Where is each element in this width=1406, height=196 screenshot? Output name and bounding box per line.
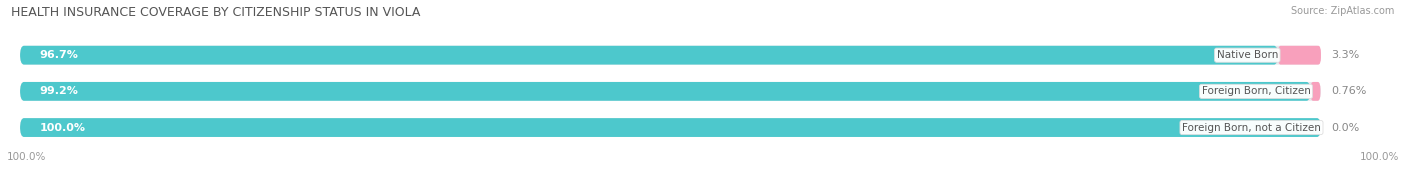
Text: Foreign Born, not a Citizen: Foreign Born, not a Citizen — [1182, 122, 1320, 132]
FancyBboxPatch shape — [20, 82, 1320, 101]
Text: Source: ZipAtlas.com: Source: ZipAtlas.com — [1291, 6, 1395, 16]
Text: Native Born: Native Born — [1216, 50, 1278, 60]
FancyBboxPatch shape — [20, 46, 1320, 65]
Text: 0.0%: 0.0% — [1331, 122, 1360, 132]
Text: 100.0%: 100.0% — [1360, 152, 1399, 162]
FancyBboxPatch shape — [20, 46, 1278, 65]
Text: HEALTH INSURANCE COVERAGE BY CITIZENSHIP STATUS IN VIOLA: HEALTH INSURANCE COVERAGE BY CITIZENSHIP… — [11, 6, 420, 19]
FancyBboxPatch shape — [1278, 46, 1320, 65]
Text: 100.0%: 100.0% — [7, 152, 46, 162]
Text: 100.0%: 100.0% — [39, 122, 86, 132]
Text: 99.2%: 99.2% — [39, 86, 79, 96]
FancyBboxPatch shape — [20, 82, 1310, 101]
FancyBboxPatch shape — [1310, 82, 1320, 101]
Text: 96.7%: 96.7% — [39, 50, 79, 60]
FancyBboxPatch shape — [20, 118, 1320, 137]
Text: 0.76%: 0.76% — [1331, 86, 1367, 96]
FancyBboxPatch shape — [20, 118, 1320, 137]
Text: 3.3%: 3.3% — [1331, 50, 1360, 60]
Text: Foreign Born, Citizen: Foreign Born, Citizen — [1202, 86, 1310, 96]
